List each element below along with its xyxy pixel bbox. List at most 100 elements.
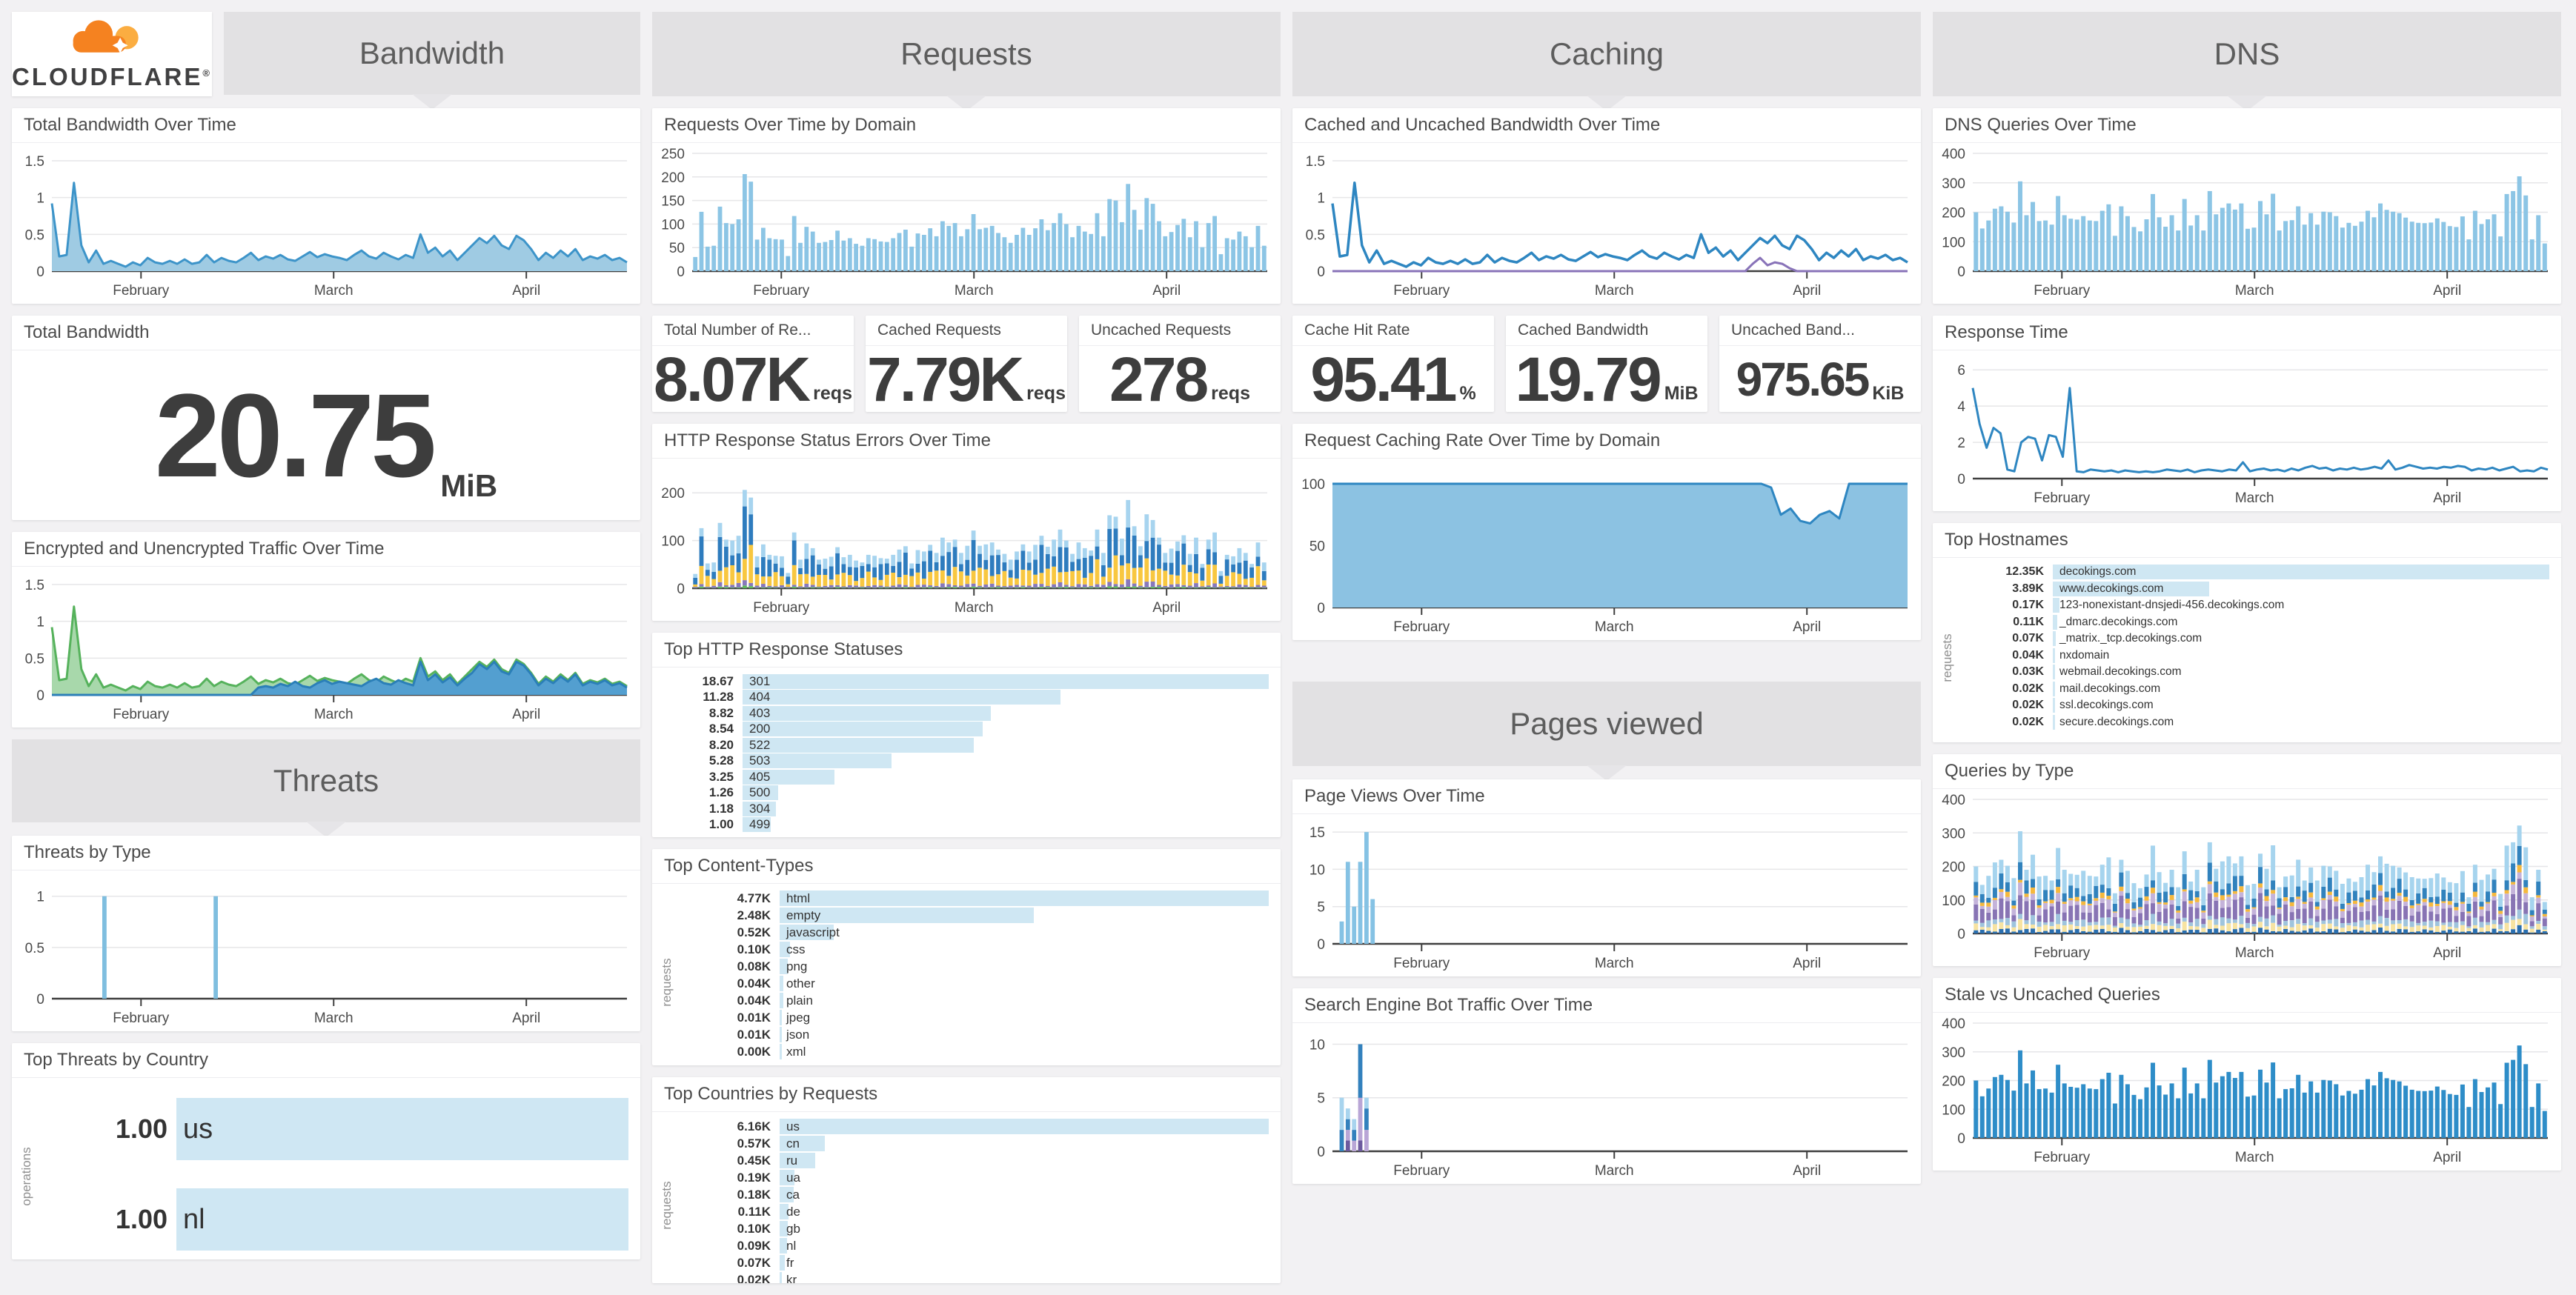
svg-text:March: March bbox=[314, 283, 353, 299]
svg-text:0: 0 bbox=[36, 264, 44, 280]
uncached-requests-unit: reqs bbox=[1211, 383, 1250, 412]
card-title: Requests Over Time by Domain bbox=[652, 108, 1281, 143]
svg-text:April: April bbox=[1793, 619, 1821, 635]
section-header-pages-viewed: Pages viewed bbox=[1292, 682, 1921, 766]
list-item-value: 1.00 bbox=[660, 817, 743, 832]
svg-text:200: 200 bbox=[1942, 206, 1965, 222]
cached-bandwidth-unit: MiB bbox=[1664, 383, 1699, 412]
svg-text:0: 0 bbox=[1317, 601, 1325, 616]
total-bandwidth-value: 20.75 bbox=[155, 376, 433, 495]
section-header-caching: Caching bbox=[1292, 12, 1921, 96]
list-item-label: nl bbox=[176, 1188, 628, 1251]
svg-text:0: 0 bbox=[1957, 927, 1965, 942]
list-item-value: 1.00 bbox=[42, 1204, 176, 1235]
list-item-label: other bbox=[780, 976, 1269, 991]
list-item-label: secure.decokings.com bbox=[2053, 715, 2549, 730]
list-item-label: www.decokings.com bbox=[2053, 582, 2549, 596]
svg-text:200: 200 bbox=[661, 486, 685, 502]
section-title: Requests bbox=[900, 36, 1032, 72]
axis-label: requests bbox=[1940, 613, 1955, 702]
svg-text:February: February bbox=[753, 600, 810, 616]
svg-text:April: April bbox=[512, 1011, 540, 1026]
section-title: DNS bbox=[2214, 36, 2280, 72]
list-item-label: nxdomain bbox=[2053, 648, 2549, 663]
list-item-label: fr bbox=[780, 1255, 1269, 1271]
svg-text:0: 0 bbox=[677, 582, 685, 597]
list-item-label: _dmarc.decokings.com bbox=[2053, 615, 2549, 630]
svg-text:50: 50 bbox=[669, 241, 685, 256]
list-item-value: 0.04K bbox=[1962, 649, 2053, 662]
svg-text:March: March bbox=[2235, 283, 2274, 299]
card-title: Stale vs Uncached Queries bbox=[1933, 978, 2561, 1013]
svg-text:0.5: 0.5 bbox=[25, 227, 44, 243]
svg-text:March: March bbox=[314, 1011, 353, 1026]
svg-text:March: March bbox=[2235, 945, 2274, 961]
svg-text:2: 2 bbox=[1957, 436, 1965, 451]
list-item-value: 0.10K bbox=[682, 1222, 780, 1236]
cached-requests-value: 7.79K bbox=[867, 348, 1022, 410]
cached-bandwidth-value: 19.79 bbox=[1515, 348, 1659, 410]
list-item-value: 1.18 bbox=[660, 802, 743, 816]
list-item-value: 8.54 bbox=[660, 722, 743, 736]
list-item-label: 499 bbox=[743, 817, 1269, 832]
list-item-label: 403 bbox=[743, 706, 1269, 721]
list-item-label: ssl.decokings.com bbox=[2053, 698, 2549, 713]
list-item-value: 0.09K bbox=[682, 1239, 780, 1254]
card-title: Encrypted and Unencrypted Traffic Over T… bbox=[12, 532, 640, 567]
svg-text:15: 15 bbox=[1309, 825, 1325, 841]
uncached-requests-value: 278 bbox=[1109, 348, 1206, 410]
list-item-value: 0.02K bbox=[1962, 716, 2053, 729]
svg-text:100: 100 bbox=[1301, 477, 1325, 493]
svg-text:4: 4 bbox=[1957, 399, 1965, 415]
svg-text:March: March bbox=[1595, 1163, 1634, 1179]
list-item-label: gb bbox=[780, 1221, 1269, 1236]
uncached-bandwidth-value: 975.65 bbox=[1736, 356, 1868, 403]
svg-text:50: 50 bbox=[1309, 539, 1325, 555]
card-cache-hit-rate: Cache Hit Rate 95.41% bbox=[1292, 316, 1494, 412]
cached-requests-unit: reqs bbox=[1026, 383, 1066, 412]
card-title: HTTP Response Status Errors Over Time bbox=[652, 424, 1281, 459]
section-header-requests: Requests bbox=[652, 12, 1281, 96]
svg-text:5: 5 bbox=[1317, 1091, 1325, 1107]
list-item-value: 8.20 bbox=[660, 738, 743, 753]
svg-text:March: March bbox=[1595, 619, 1634, 635]
card-title: DNS Queries Over Time bbox=[1933, 108, 2561, 143]
card-title: Total Bandwidth bbox=[12, 316, 640, 350]
card-title: Cached Requests bbox=[866, 316, 1067, 346]
list-item-label: us bbox=[176, 1098, 628, 1160]
svg-text:February: February bbox=[1393, 619, 1450, 635]
svg-text:0: 0 bbox=[1957, 1131, 1965, 1147]
card-title: Total Number of Re... bbox=[652, 316, 854, 346]
svg-text:300: 300 bbox=[1942, 176, 1965, 192]
section-title: Pages viewed bbox=[1510, 706, 1704, 742]
svg-text:April: April bbox=[512, 283, 540, 299]
svg-text:February: February bbox=[1393, 1163, 1450, 1179]
list-item-value: 18.67 bbox=[660, 674, 743, 689]
svg-text:April: April bbox=[512, 707, 540, 722]
